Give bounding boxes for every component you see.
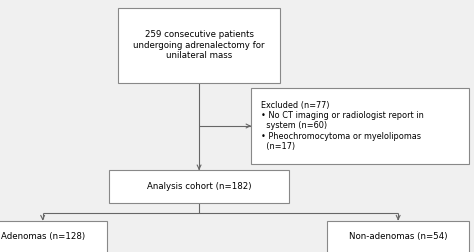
Text: 259 consecutive patients
undergoing adrenalectomy for
unilateral mass: 259 consecutive patients undergoing adre… [133,30,265,60]
Text: Excluded (n=77)
• No CT imaging or radiologist report in
  system (n=60)
• Pheoc: Excluded (n=77) • No CT imaging or radio… [261,101,424,151]
Text: Analysis cohort (n=182): Analysis cohort (n=182) [147,182,251,191]
FancyBboxPatch shape [327,220,469,252]
Text: Adenomas (n=128): Adenomas (n=128) [0,232,85,241]
FancyBboxPatch shape [0,220,107,252]
FancyBboxPatch shape [118,8,280,83]
FancyBboxPatch shape [251,88,469,164]
Text: Non-adenomas (n=54): Non-adenomas (n=54) [349,232,447,241]
FancyBboxPatch shape [109,170,289,203]
